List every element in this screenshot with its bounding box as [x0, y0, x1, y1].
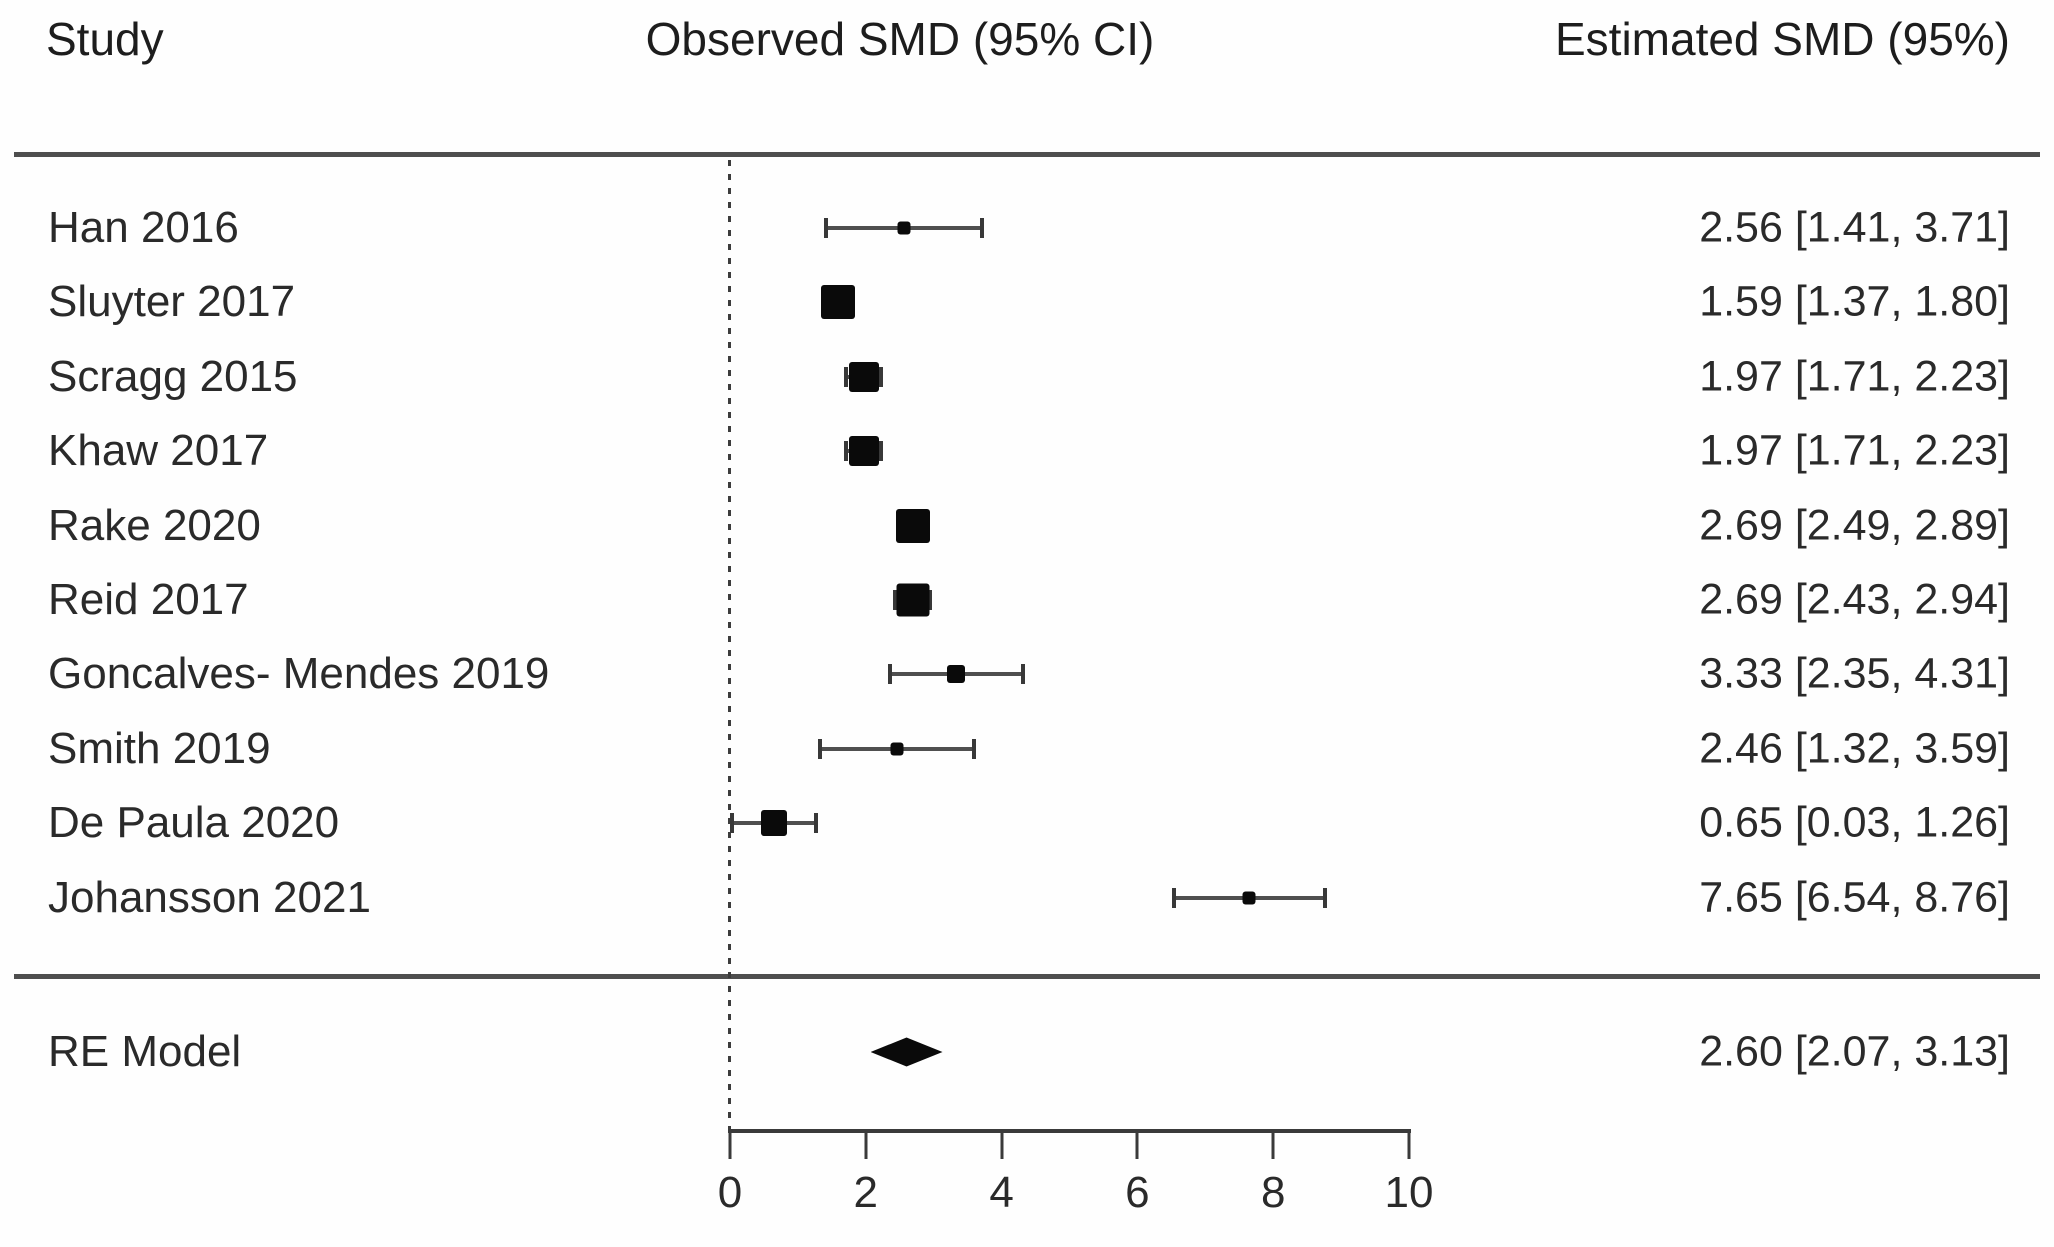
estimated-smd-column-header: Estimated SMD (95%): [1554, 13, 2010, 65]
estimate-value: 2.56 [1.41, 3.71]: [1699, 203, 2010, 252]
header-divider-rule: [14, 152, 2040, 157]
ci-cap-right: [1322, 887, 1327, 908]
estimate-value: 1.59 [1.37, 1.80]: [1699, 277, 2010, 326]
ci-cap-left: [817, 738, 822, 759]
effect-square: [848, 361, 879, 392]
study-label: Han 2016: [48, 203, 239, 252]
effect-square: [895, 508, 930, 543]
study-label: De Paula 2020: [48, 798, 340, 848]
axis-tick-label: 10: [1384, 1168, 1434, 1217]
zero-reference-line: [728, 160, 731, 1132]
axis-tick-label: 6: [1125, 1168, 1150, 1217]
ci-cap-right: [879, 366, 884, 387]
study-label: Goncalves- Mendes 2019: [48, 649, 550, 699]
study-label: Johansson 2021: [48, 872, 371, 922]
study-label: Reid 2017: [48, 575, 249, 624]
study-label: Rake 2020: [48, 500, 261, 550]
summary-divider-rule: [14, 974, 2040, 979]
ci-cap-right: [979, 218, 984, 238]
axis-tick: [864, 1132, 868, 1159]
estimate-value: 0.65 [0.03, 1.26]: [1699, 798, 2010, 847]
axis-tick: [1271, 1132, 1275, 1159]
estimate-value: 2.69 [2.43, 2.94]: [1699, 575, 2010, 624]
axis-tick-label: 0: [717, 1168, 743, 1217]
ci-cap-left: [730, 813, 735, 834]
ci-cap-left: [1172, 887, 1177, 908]
effect-square: [761, 810, 788, 837]
axis-tick: [1000, 1132, 1004, 1159]
estimate-value: 2.69 [2.49, 2.89]: [1699, 501, 2010, 550]
study-label: Sluyter 2017: [48, 277, 296, 327]
effect-square: [848, 436, 879, 467]
axis-tick-label: 4: [989, 1168, 1014, 1217]
axis-tick: [728, 1132, 732, 1159]
effect-square: [1242, 891, 1256, 905]
ci-cap-right: [971, 738, 976, 759]
effect-square: [896, 583, 930, 617]
axis-tick-label: 2: [853, 1168, 879, 1217]
effect-square: [820, 285, 855, 320]
summary-estimate-value: 2.60 [2.07, 3.13]: [1699, 1027, 2010, 1076]
axis-tick-label: 8: [1260, 1168, 1286, 1217]
ci-cap-right: [879, 441, 884, 462]
estimate-value: 3.33 [2.35, 4.31]: [1699, 649, 2010, 698]
effect-square: [947, 665, 966, 684]
ci-cap-left: [844, 441, 849, 462]
estimate-value: 1.97 [1.71, 2.23]: [1699, 352, 2010, 401]
ci-cap-left: [892, 590, 897, 610]
axis-tick: [1407, 1132, 1411, 1159]
ci-cap-left: [844, 366, 849, 387]
ci-cap-right: [813, 813, 818, 834]
effect-square: [897, 221, 911, 235]
estimate-value: 2.46 [1.32, 3.59]: [1699, 724, 2010, 773]
study-label: Smith 2019: [48, 723, 271, 773]
ci-cap-right: [927, 590, 932, 610]
axis-tick: [1135, 1132, 1139, 1159]
estimate-value: 1.97 [1.71, 2.23]: [1699, 426, 2010, 475]
study-label: Khaw 2017: [48, 426, 269, 476]
ci-cap-left: [823, 218, 828, 238]
study-label: Scragg 2015: [48, 351, 298, 401]
ci-cap-left: [887, 664, 892, 685]
study-column-header: Study: [46, 13, 164, 65]
estimate-value: 7.65 [6.54, 8.76]: [1699, 873, 2010, 922]
ci-cap-right: [1020, 664, 1025, 685]
summary-diamond: [870, 1037, 943, 1067]
axis-line: [728, 1129, 1411, 1133]
summary-label: RE Model: [48, 1027, 242, 1076]
observed-smd-column-header: Observed SMD (95% CI): [645, 13, 1155, 65]
effect-square: [890, 742, 904, 756]
